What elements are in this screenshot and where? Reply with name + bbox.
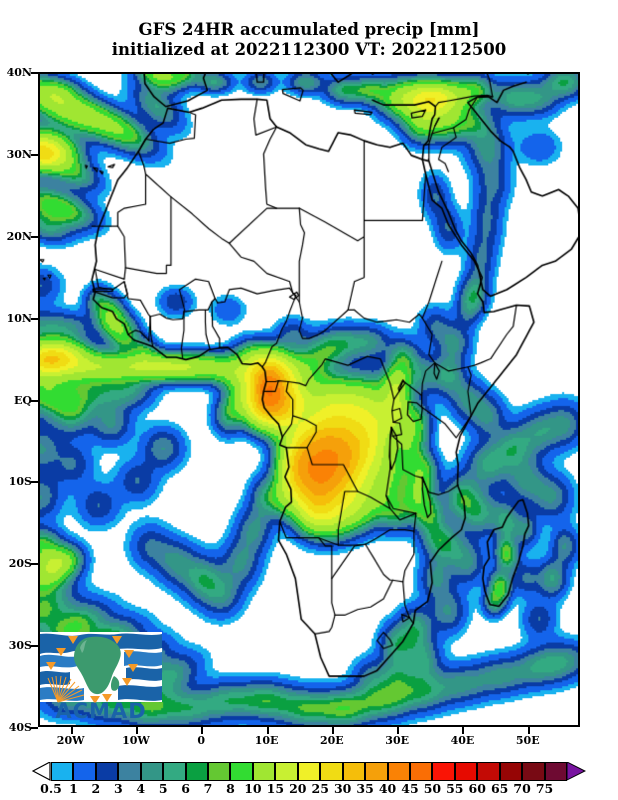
colorbar-tick-label: 70 bbox=[513, 781, 531, 796]
colorbar-tick-label: 50 bbox=[423, 781, 442, 796]
longitude-tick bbox=[331, 727, 334, 734]
latitude-label: 40N bbox=[6, 66, 32, 79]
logo-radial-fan-icon bbox=[47, 675, 85, 703]
colorbar-tick-label: 3 bbox=[113, 781, 123, 796]
latitude-label: 30N bbox=[6, 147, 32, 161]
colorbar-tick-label: 0.5 bbox=[40, 781, 62, 796]
colorbar-swatch bbox=[275, 762, 298, 781]
colorbar-swatch bbox=[387, 762, 410, 781]
latitude-label: 40S bbox=[8, 721, 32, 734]
latitude-tick bbox=[31, 317, 38, 320]
longitude-tick bbox=[201, 727, 204, 734]
latitude-tick bbox=[31, 72, 38, 74]
colorbar-tick-label: 7 bbox=[203, 781, 213, 796]
colorbar: 0.5 1 2 3 4 5 6 7 8 10 15 20 25 30 35 40 45 50 55 60 65 70 75 bbox=[0, 757, 618, 800]
colorbar-tick-label: 45 bbox=[401, 781, 419, 796]
colorbar-swatch bbox=[252, 762, 276, 781]
acmad-logo: ACMAD bbox=[40, 632, 162, 723]
longitude-tick bbox=[266, 727, 269, 734]
colorbar-tick-label: 6 bbox=[181, 781, 190, 796]
colorbar-tick-label: 30 bbox=[333, 781, 352, 796]
colorbar-swatch bbox=[342, 762, 366, 781]
colorbar-tick-labels: 0.5 1 2 3 4 5 6 7 8 10 15 20 25 30 35 40 45 50 55 60 65 70 75 bbox=[0, 781, 618, 799]
colorbar-tick-label: 75 bbox=[535, 781, 554, 796]
colorbar-swatch bbox=[163, 762, 186, 781]
longitude-label: 30E bbox=[385, 734, 409, 747]
latitude-tick bbox=[31, 235, 38, 238]
colorbar-swatch bbox=[499, 762, 523, 781]
longitude-tick bbox=[462, 727, 465, 734]
colorbar-tick-label: 15 bbox=[266, 781, 285, 796]
precipitation-map bbox=[40, 74, 578, 725]
title-line-1: GFS 24HR accumulated precip [mm] bbox=[138, 20, 480, 39]
latitude-label: 30S bbox=[8, 639, 32, 653]
colorbar-swatch bbox=[522, 762, 545, 781]
longitude-label: 20E bbox=[319, 734, 344, 747]
longitude-label: 40E bbox=[450, 734, 475, 747]
colorbar-tick-label: 65 bbox=[490, 781, 509, 796]
colorbar-swatch bbox=[544, 762, 567, 781]
colorbar-tick-label: 4 bbox=[136, 781, 146, 796]
colorbar-over-arrow bbox=[566, 761, 587, 781]
longitude-tick bbox=[135, 727, 138, 734]
longitude-label: 20W bbox=[56, 734, 85, 747]
logo-africa-icon bbox=[74, 636, 121, 695]
colorbar-swatch bbox=[140, 762, 164, 781]
colorbar-swatch bbox=[230, 762, 253, 781]
colorbar-swatch bbox=[320, 762, 343, 781]
colorbar-swatches bbox=[31, 761, 587, 781]
colorbar-tick-label: 10 bbox=[244, 781, 262, 796]
colorbar-tick-label: 35 bbox=[356, 781, 374, 796]
longitude-label: 10E bbox=[254, 734, 279, 747]
latitude-tick bbox=[31, 727, 38, 729]
map-frame bbox=[38, 72, 580, 727]
colorbar-swatch bbox=[208, 762, 231, 781]
colorbar-swatch bbox=[477, 762, 500, 781]
latitude-label: 20S bbox=[8, 557, 32, 571]
colorbar-tick-label: 2 bbox=[91, 781, 101, 796]
colorbar-swatch bbox=[95, 762, 119, 781]
acmad-logo-text: ACMAD bbox=[55, 699, 146, 722]
colorbar-swatch bbox=[185, 762, 209, 781]
latitude-label: EQ bbox=[14, 393, 32, 407]
longitude-label: 50E bbox=[515, 734, 540, 747]
latitude-tick bbox=[31, 399, 38, 402]
latitude-tick bbox=[31, 563, 38, 566]
latitude-tick bbox=[31, 481, 38, 484]
colorbar-swatch bbox=[118, 762, 141, 781]
colorbar-tick-label: 25 bbox=[311, 781, 329, 796]
colorbar-tick-label: 55 bbox=[446, 781, 464, 796]
colorbar-swatch bbox=[454, 762, 478, 781]
colorbar-tick-label: 1 bbox=[69, 781, 78, 796]
longitude-label: 0 bbox=[197, 734, 206, 747]
colorbar-swatch bbox=[51, 762, 74, 781]
colorbar-under-arrow bbox=[31, 761, 51, 781]
latitude-tick bbox=[31, 153, 38, 156]
acmad-logo-graphic: ACMAD bbox=[40, 632, 162, 723]
colorbar-swatch bbox=[365, 762, 388, 781]
longitude-label: 10W bbox=[122, 734, 150, 747]
latitude-label: 10N bbox=[6, 311, 32, 325]
colorbar-tick-label: 40 bbox=[378, 781, 397, 796]
colorbar-tick-label: 8 bbox=[226, 781, 235, 796]
latitude-label: 10S bbox=[8, 475, 32, 489]
colorbar-swatch bbox=[409, 762, 433, 781]
latitude-label: 20N bbox=[6, 229, 32, 243]
colorbar-swatch bbox=[432, 762, 455, 781]
title-line-2: initialized at 2022112300 VT: 2022112500 bbox=[111, 40, 507, 59]
logo-markers-icon bbox=[46, 636, 138, 704]
map-container: 40N 30N 20N 10N EQ 10S 20S 30S 40S 20W 10W 0 10E 20E… bbox=[7, 66, 580, 747]
latitude-tick bbox=[31, 645, 38, 648]
longitude-tick bbox=[527, 727, 530, 734]
colorbar-tick-label: 60 bbox=[468, 781, 486, 796]
longitude-tick bbox=[70, 727, 73, 734]
colorbar-tick-label: 5 bbox=[158, 781, 168, 796]
longitude-tick bbox=[397, 727, 400, 734]
colorbar-swatch bbox=[73, 762, 96, 781]
colorbar-swatch bbox=[297, 762, 321, 781]
colorbar-tick-label: 20 bbox=[289, 781, 307, 796]
page-title: GFS 24HR accumulated precip [mm] initial… bbox=[0, 20, 618, 60]
